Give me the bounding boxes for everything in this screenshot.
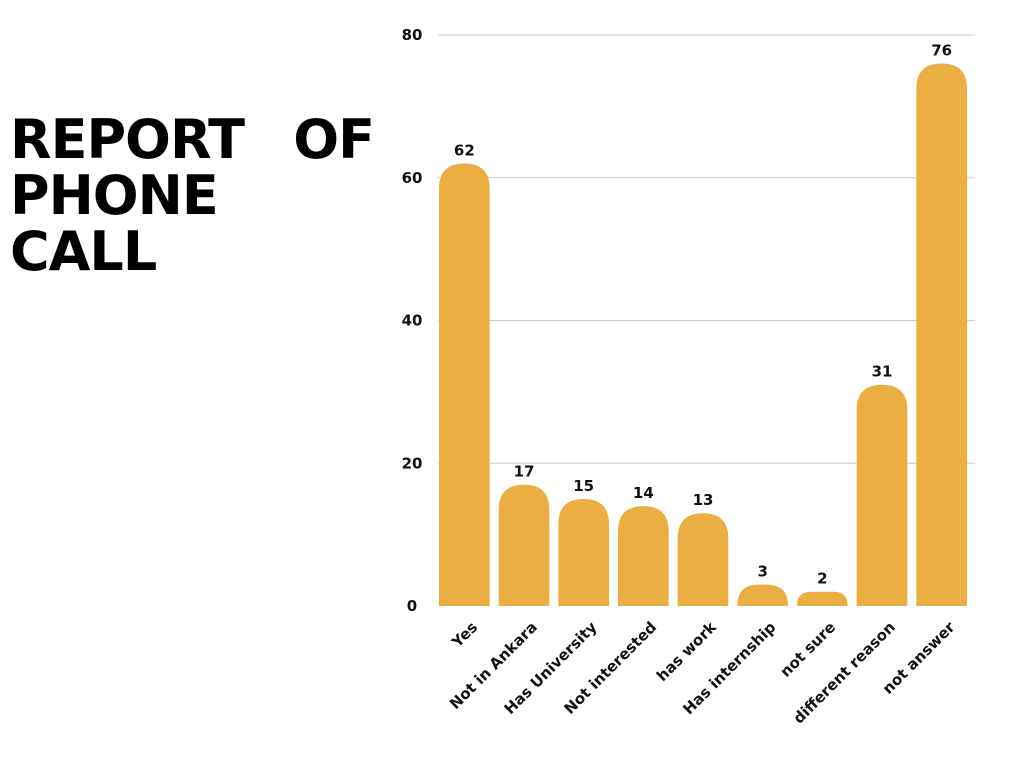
- data-label: 14: [633, 484, 654, 502]
- bar: [498, 484, 550, 606]
- x-tick-label: not sure: [777, 618, 840, 681]
- y-tick-label: 20: [402, 454, 423, 472]
- title-word-of: OF: [293, 108, 375, 171]
- data-label: 76: [931, 42, 952, 60]
- y-tick-label: 80: [402, 26, 423, 44]
- data-label: 15: [573, 477, 594, 495]
- bar: [797, 591, 848, 606]
- title-line-2: PHONE CALL: [10, 164, 219, 283]
- bar: [618, 506, 669, 606]
- title-word-report: REPORT: [10, 108, 245, 171]
- bars: [439, 63, 967, 607]
- data-label: 3: [757, 563, 767, 581]
- y-tick-label: 60: [402, 169, 423, 187]
- y-tick-label: 40: [402, 312, 423, 330]
- data-label: 13: [693, 491, 714, 509]
- chart-title: REPORT OF PHONE CALL: [10, 108, 375, 283]
- bar: [439, 163, 490, 606]
- x-tick-label: Yes: [448, 618, 482, 652]
- bar: [916, 63, 967, 607]
- bar: [737, 584, 788, 606]
- data-label: 31: [872, 363, 893, 381]
- y-tick-label: 0: [407, 597, 417, 615]
- x-tick-label: different reason: [790, 618, 899, 727]
- bar: [558, 498, 609, 606]
- bar: [677, 513, 729, 606]
- data-label: 17: [514, 463, 535, 481]
- bar: [856, 384, 908, 606]
- data-label: 2: [817, 570, 827, 588]
- data-label: 62: [454, 141, 475, 159]
- title-line-1: REPORT OF: [10, 108, 375, 171]
